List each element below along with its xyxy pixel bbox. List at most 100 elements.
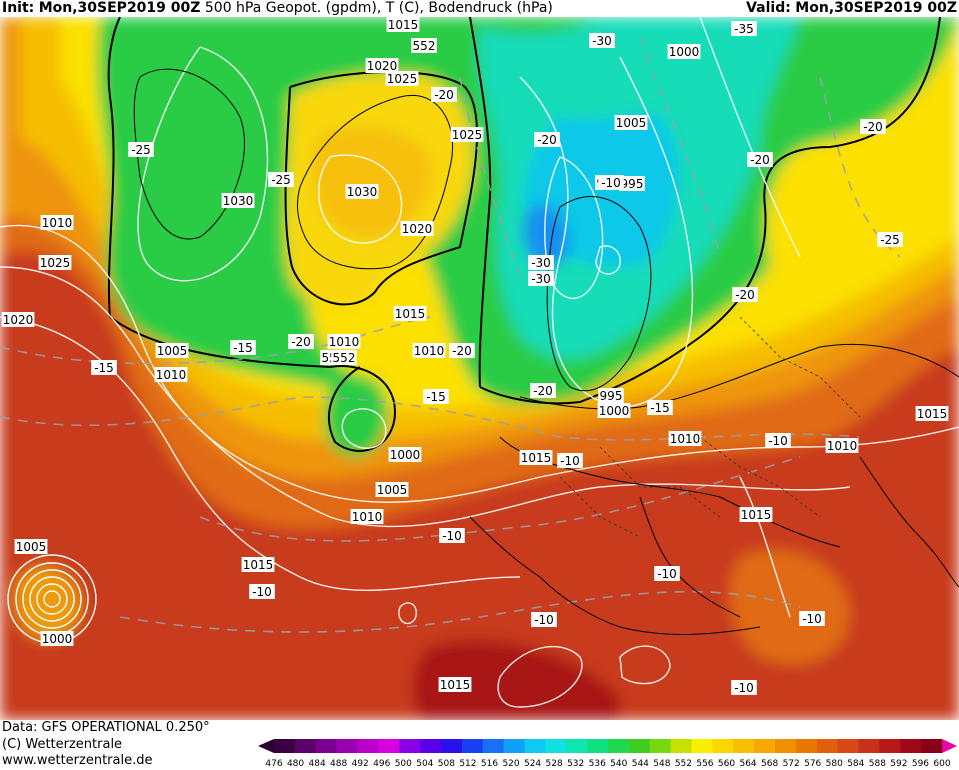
pressure-isobars — [0, 17, 959, 708]
legend-tick-label: 560 — [718, 759, 735, 769]
pressure-label-box — [619, 176, 645, 191]
legend-color-box — [712, 739, 734, 753]
legend-tick-label: 512 — [459, 759, 476, 769]
temperature-label: -10 — [534, 613, 554, 627]
pressure-label-box — [331, 350, 357, 365]
legend-color-box — [503, 739, 525, 753]
pressure-label-box — [388, 447, 422, 462]
legend-color-box — [524, 739, 546, 753]
temperature-label: -15 — [233, 341, 253, 355]
legend-color-box — [754, 739, 776, 753]
pressure-label-box — [915, 406, 949, 421]
legend-tick-label: 580 — [826, 759, 843, 769]
init-time: Mon,30SEP2019 00Z — [38, 0, 201, 16]
temperature-label: -10 — [802, 612, 822, 626]
legend-color-box — [816, 739, 839, 753]
legend-tick-label: 484 — [309, 759, 326, 769]
legend-tick-label: 548 — [653, 759, 670, 769]
pressure-label: 1010 — [827, 439, 858, 453]
pressure-label: 1020 — [3, 313, 34, 327]
pressure-label: 1025 — [387, 72, 418, 86]
temperature-label-box — [230, 340, 256, 355]
pressure-label: 1000 — [390, 448, 421, 462]
temperature-label: -30 — [531, 272, 551, 286]
legend-tick-label: 576 — [804, 759, 821, 769]
temperature-label-box — [732, 287, 758, 302]
pressure-label-box — [221, 193, 255, 208]
init-label: Init: — [2, 0, 35, 16]
temperature-label-box — [249, 584, 275, 599]
temperature-label-box — [128, 142, 154, 157]
pressure-label: 552 — [413, 39, 436, 53]
pressure-label: 1005 — [16, 540, 47, 554]
temperature-label: -10 — [560, 454, 580, 468]
pressure-label-box — [519, 450, 553, 465]
legend-color-box — [858, 739, 880, 753]
temperature-label: -10 — [657, 567, 677, 581]
pressure-label-box — [40, 215, 74, 230]
pressure-label-box — [155, 343, 189, 358]
pressure-label-box — [412, 343, 446, 358]
init-info: Init: Mon,30SEP2019 00Z 500 hPa Geopot. … — [2, 0, 553, 17]
pressure-label: 1015 — [741, 508, 772, 522]
pressure-label-box — [393, 306, 427, 321]
legend-tick-label: 528 — [546, 759, 563, 769]
temperature-label: -20 — [291, 335, 311, 349]
legend-tick-label: 552 — [675, 759, 692, 769]
temperature-label-box — [530, 383, 556, 398]
legend-color-box — [921, 739, 943, 753]
temperature-label: -25 — [131, 143, 151, 157]
website-url: www.wetterzentrale.de — [2, 753, 153, 768]
pressure-label: 1015 — [521, 451, 552, 465]
temperature-label: -25 — [880, 233, 900, 247]
legend-color-box — [649, 739, 672, 753]
pressure-label: 1015 — [243, 558, 274, 572]
pressure-label-box — [400, 221, 434, 236]
pressure-label-box — [350, 509, 384, 524]
temperature-isotherms — [0, 36, 901, 633]
legend-tick-label: 496 — [373, 759, 390, 769]
pressure-label: 1030 — [347, 185, 378, 199]
legend-tick-label: 504 — [416, 759, 433, 769]
legend-tick-label: 544 — [632, 759, 649, 769]
temperature-label-box — [731, 21, 757, 36]
pressure-label-box — [385, 71, 419, 86]
temperature-label-box — [765, 433, 791, 448]
temperature-label: -20 — [863, 120, 883, 134]
country-borders — [559, 316, 861, 538]
legend-color-box — [482, 739, 505, 753]
temperature-label: -30 — [531, 256, 551, 270]
pressure-label: 1000 — [669, 45, 700, 59]
legend-tick-label: 556 — [696, 759, 713, 769]
legend-color-box — [587, 739, 609, 753]
temperature-label: -25 — [271, 173, 291, 187]
temperature-label-box — [268, 172, 294, 187]
pressure-label-box — [598, 388, 624, 403]
legend-arrow-high — [942, 739, 957, 753]
valid-info: Valid: Mon,30SEP2019 00Z — [746, 0, 957, 17]
pressure-label-box — [40, 631, 74, 646]
legend-tick-label: 520 — [502, 759, 519, 769]
pressure-label-box — [825, 438, 859, 453]
map-header: Init: Mon,30SEP2019 00Z 500 hPa Geopot. … — [0, 0, 959, 17]
temperature-label-box — [747, 152, 773, 167]
legend-color-box — [566, 739, 588, 753]
legend-color-box — [399, 739, 421, 753]
legend-color-box — [608, 739, 630, 753]
color-scale-legend: 476 480 484 488 492 496 500 504 508 512 516 520 524 5… — [258, 739, 957, 769]
legend-tick-label: 508 — [438, 759, 455, 769]
pressure-label-box — [14, 539, 48, 554]
pressure-label-box — [411, 38, 437, 53]
temperature-label-box — [598, 175, 624, 190]
pressure-label: 1010 — [329, 335, 360, 349]
pressure-label: 1020 — [402, 222, 433, 236]
temperature-label-box — [528, 271, 554, 286]
temperature-label: -30 — [592, 34, 612, 48]
legend-tick-label: 564 — [739, 759, 756, 769]
temperature-label: -15 — [650, 401, 670, 415]
pressure-label-box — [38, 255, 72, 270]
pressure-label: 1020 — [367, 59, 398, 73]
temperature-label-box — [860, 119, 886, 134]
legend-color-box — [461, 739, 484, 753]
